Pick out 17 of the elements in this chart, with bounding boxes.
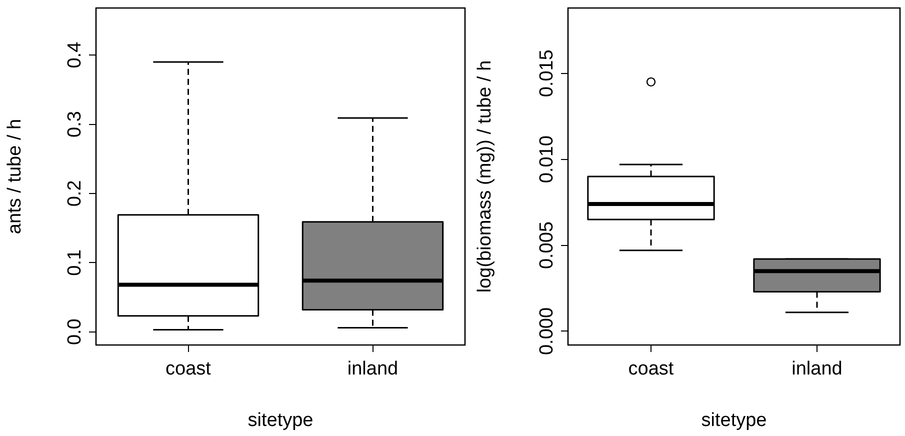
x-axis-title: sitetype (248, 410, 314, 431)
x-axis-title: sitetype (701, 410, 767, 431)
y-tick-label: 0.0 (64, 318, 86, 346)
y-tick-label: 0.005 (536, 222, 558, 270)
x-tick-label: inland (347, 358, 398, 380)
y-tick-label: 0.2 (64, 180, 86, 207)
x-tick-label: coast (628, 358, 674, 380)
y-tick-label: 0.010 (536, 136, 558, 184)
y-tick-label: 0.4 (64, 41, 86, 68)
x-tick-label: inland (792, 358, 842, 380)
y-tick-label: 0.1 (64, 249, 86, 276)
x-tick-label: coast (166, 358, 212, 380)
y-axis-title: log(biomass (mg)) / tube / h (474, 60, 496, 293)
y-tick-label: 0.015 (536, 50, 558, 98)
y-axis-title: ants / tube / h (4, 118, 26, 234)
y-tick-label: 0.000 (536, 307, 558, 356)
y-tick-label: 0.3 (64, 111, 86, 138)
